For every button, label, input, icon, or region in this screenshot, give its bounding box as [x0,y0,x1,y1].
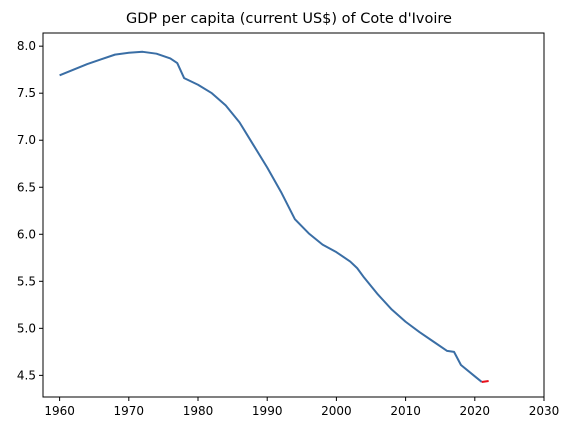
y-tick-label: 5.5 [17,274,36,288]
series-line-1 [59,50,483,383]
y-tick-label: 7.5 [17,86,36,100]
series-layer [59,50,489,383]
series-line-2 [481,380,489,383]
x-tick-label: 1980 [183,404,214,418]
x-tick-label: 1990 [252,404,283,418]
y-tick-label: 5.0 [17,321,36,335]
x-tick-label: 1960 [44,404,75,418]
x-tick-label: 2030 [529,404,560,418]
x-tick-label: 2020 [460,404,491,418]
y-tick-label: 7.0 [17,133,36,147]
x-axis: 1960 1970 1980 1990 2000 2010 2020 2030 [44,397,559,418]
x-tick-label: 2000 [321,404,352,418]
y-axis: 4.5 5.0 5.5 6.0 6.5 7.0 7.5 8.0 [17,39,43,382]
y-tick-label: 6.0 [17,227,36,241]
y-tick-label: 8.0 [17,39,36,53]
plot-frame [42,32,545,398]
y-tick-label: 6.5 [17,180,36,194]
chart-title: GDP per capita (current US$) of Cote d'I… [126,11,452,27]
x-tick-label: 1970 [114,404,145,418]
y-tick-label: 4.5 [17,368,36,382]
x-tick-label: 2010 [390,404,421,418]
